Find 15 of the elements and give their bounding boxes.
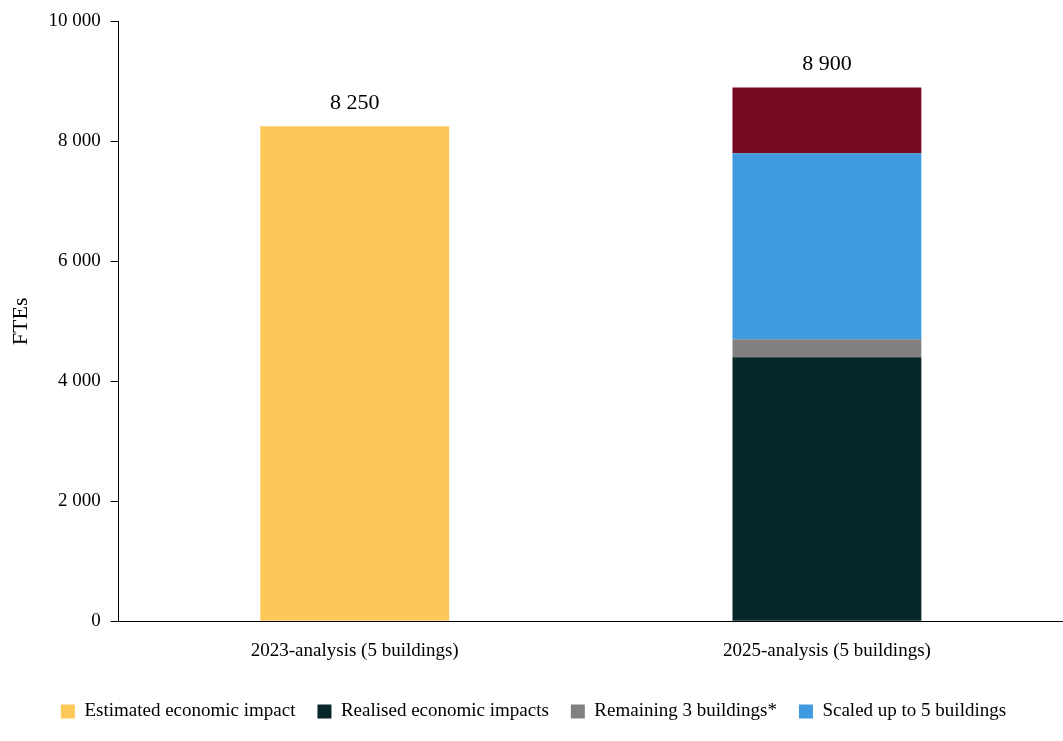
y-axis-title: FTEs	[6, 297, 32, 346]
x-tick-label: 2023-analysis (5 buildings)	[250, 638, 459, 661]
y-tick-label: 10 000	[48, 9, 101, 31]
y-tick-label: 2 000	[57, 489, 101, 511]
total-label: 8 900	[802, 50, 852, 76]
legend-label: Remaining 3 buildings*	[594, 699, 777, 721]
y-tick-label: 8 000	[57, 129, 101, 151]
x-tick-label: 2025-analysis (5 buildings)	[722, 638, 931, 661]
total-label: 8 250	[329, 89, 380, 115]
y-tick-label: 0	[91, 609, 101, 631]
y-tick-label: 6 000	[57, 249, 101, 271]
legend-label: Realised economic impacts	[340, 699, 549, 721]
legend-label: Scaled up to 5 buildings	[822, 699, 1007, 721]
y-tick-label: 4 000	[57, 369, 101, 391]
legend-label: Estimated economic impact	[84, 699, 297, 721]
